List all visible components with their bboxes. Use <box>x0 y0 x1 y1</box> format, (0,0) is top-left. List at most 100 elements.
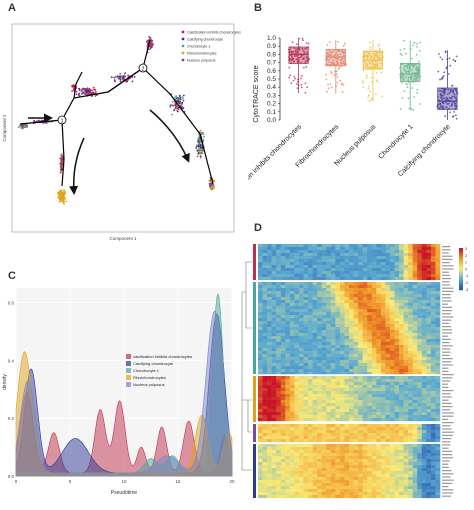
heatmap-cell <box>399 321 404 325</box>
jitter-point <box>441 98 444 101</box>
heatmap-cell <box>289 376 295 380</box>
heatmap-cell <box>412 333 418 337</box>
heatmap-cell <box>326 366 332 370</box>
heatmap-cell <box>389 357 395 361</box>
heatmap-cell <box>371 285 377 289</box>
heatmap-cell <box>353 385 359 389</box>
heatmap-cell <box>389 288 395 292</box>
heatmap-cell <box>312 427 318 431</box>
heatmap-cell <box>399 366 404 370</box>
gene-label <box>442 374 454 376</box>
jitter-point <box>419 103 421 105</box>
heatmap-cell <box>294 376 300 380</box>
heatmap-cell <box>349 306 354 310</box>
heatmap-cell <box>408 369 413 373</box>
trajectory-point <box>198 143 200 146</box>
heatmap-cell <box>349 456 354 460</box>
heatmap-cell <box>285 285 291 289</box>
heatmap-cell <box>303 369 309 373</box>
heatmap-cell <box>326 259 332 263</box>
heatmap-cell <box>267 471 272 475</box>
heatmap-cell <box>417 433 423 437</box>
heatmap-cell <box>280 462 286 466</box>
heatmap-cell <box>294 265 300 269</box>
heatmap-cell <box>335 456 341 460</box>
heatmap-cell <box>330 357 336 361</box>
heatmap-cell <box>403 409 409 413</box>
heatmap-cell <box>421 433 427 437</box>
heatmap-cell <box>367 309 373 313</box>
heatmap-cell <box>280 288 286 292</box>
heatmap-cell <box>294 318 300 322</box>
heatmap-cell <box>321 262 327 266</box>
heatmap-cell <box>358 400 363 404</box>
jitter-point <box>380 71 383 74</box>
heatmap-cell <box>267 465 272 469</box>
heatmap-cell <box>362 330 368 334</box>
pseudotime-density-plot: 0.0 0.2 0.4 0.6 0 5 10 15 20 calcification inhib… <box>0 280 240 500</box>
heatmap-cell <box>308 385 313 389</box>
heatmap-cell <box>349 250 354 254</box>
heatmap-cell <box>294 450 300 454</box>
heatmap-cell <box>371 465 377 469</box>
heatmap-cell <box>308 259 313 263</box>
heatmap-cell <box>344 391 350 395</box>
gene-label <box>442 262 450 264</box>
heatmap-cell <box>417 348 423 352</box>
heatmap-cell <box>312 424 318 428</box>
heatmap-cell <box>298 244 304 248</box>
heatmap-cell <box>335 309 341 313</box>
heatmap-cell <box>276 363 282 367</box>
heatmap-cell <box>358 336 363 340</box>
heatmap-cell <box>389 372 395 376</box>
heatmap-cell <box>389 462 395 466</box>
heatmap-cell <box>312 459 318 463</box>
heatmap-cell <box>385 415 391 419</box>
heatmap-cell <box>412 315 418 319</box>
heatmap-cell <box>294 388 300 392</box>
jitter-point <box>361 82 364 84</box>
heatmap-cell <box>376 357 382 361</box>
heatmap-cell <box>335 465 341 469</box>
heatmap-cell <box>312 468 318 472</box>
heatmap-cell <box>371 388 377 392</box>
heatmap-cell <box>380 244 386 248</box>
heatmap-cell <box>412 265 418 269</box>
heatmap-cell <box>276 274 282 278</box>
heatmap-cell <box>353 324 359 328</box>
heatmap-cell <box>258 306 263 310</box>
heatmap-cell <box>276 462 282 466</box>
heatmap-cell <box>408 483 413 487</box>
heatmap-cell <box>285 333 291 337</box>
heatmap-cell <box>294 309 300 313</box>
heatmap-cell <box>421 363 427 367</box>
jitter-point <box>325 73 327 76</box>
heatmap-cell <box>430 489 436 493</box>
jitter-point <box>416 79 418 81</box>
heatmap-cell <box>294 324 300 328</box>
trajectory-point <box>195 147 198 149</box>
jitter-point <box>410 76 413 79</box>
heatmap-cell <box>326 388 332 392</box>
heatmap-cell <box>426 360 432 364</box>
heatmap-cell <box>358 348 363 352</box>
heatmap-cell <box>417 285 423 289</box>
heatmap-cell <box>303 459 309 463</box>
gene-label <box>442 316 454 318</box>
heatmap-cell <box>339 324 345 328</box>
heatmap-cell <box>426 424 432 428</box>
heatmap-cell <box>417 342 423 346</box>
heatmap-cell <box>376 318 382 322</box>
heatmap-cell <box>417 385 423 389</box>
heatmap-cell <box>353 492 359 496</box>
heatmap-cell <box>399 456 404 460</box>
heatmap-cell <box>294 312 300 316</box>
heatmap-cell <box>280 415 286 419</box>
scale-swatch <box>459 277 463 279</box>
heatmap-cell <box>367 427 373 431</box>
heatmap-cell <box>380 385 386 389</box>
heatmap-cell <box>394 336 400 340</box>
heatmap-cell <box>385 471 391 475</box>
heatmap-cell <box>339 312 345 316</box>
heatmap-cell <box>394 486 400 490</box>
